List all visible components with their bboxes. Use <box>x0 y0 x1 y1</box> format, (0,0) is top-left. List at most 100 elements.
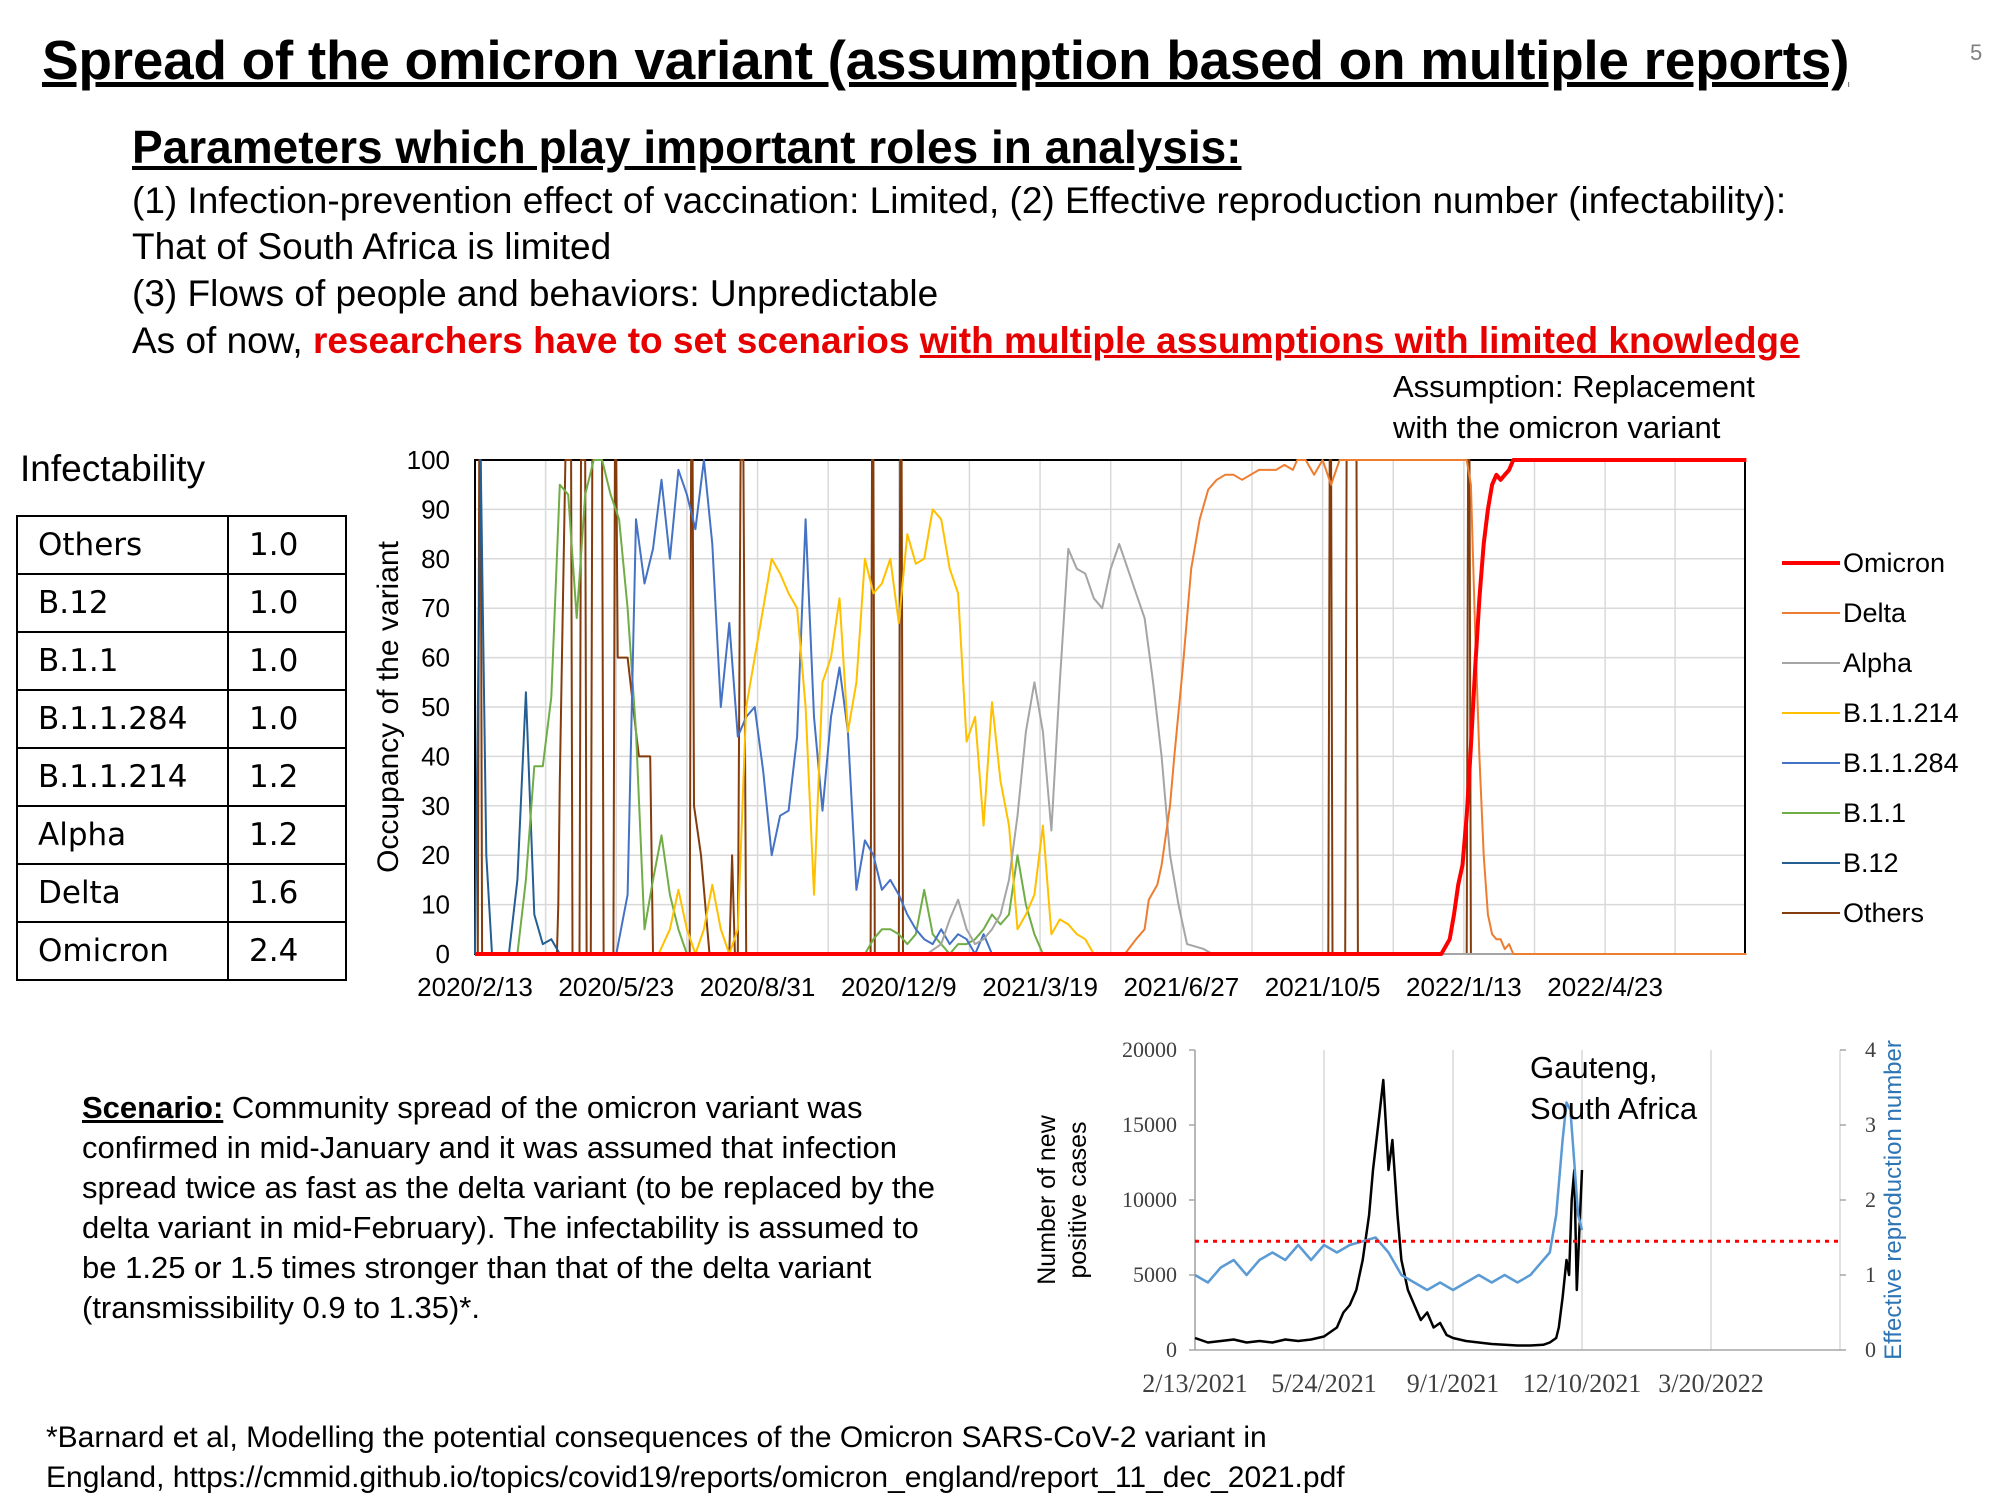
y2-tick-label: 2 <box>1865 1187 1876 1212</box>
y-axis-label-line-2: positive cases <box>1064 1121 1092 1278</box>
x-tick-label: 2020/2/13 <box>417 972 533 1002</box>
infectability-row: Delta 1.6 <box>16 863 347 923</box>
y-tick-label: 60 <box>421 643 450 673</box>
x-tick-label: 2021/3/19 <box>982 972 1098 1002</box>
y2-axis-label: Effective reproduction number <box>1880 1040 1907 1360</box>
legend-label: Alpha <box>1843 648 1913 678</box>
line-4-red-text: researchers have to set scenarios <box>313 320 920 361</box>
infectability-value-cell: 1.2 <box>227 805 347 865</box>
assumption-note: Assumption: Replacement with the omicron… <box>1393 366 1833 448</box>
series-line-b-1-1-214 <box>475 508 1747 955</box>
variant-name-cell: Others <box>16 515 229 575</box>
variant-name-cell: Alpha <box>16 805 229 865</box>
infectability-row: B.1.1.284 1.0 <box>16 689 347 749</box>
infectability-value-cell: 1.6 <box>227 863 347 923</box>
scenario-label: Scenario: <box>82 1090 224 1125</box>
parameters-line-2: That of South Africa is limited <box>132 226 612 267</box>
variant-name-cell: B.1.1 <box>16 631 229 691</box>
y-tick-label: 80 <box>421 544 450 574</box>
infectability-value-cell: 2.4 <box>227 921 347 981</box>
x-tick-label: 9/1/2021 <box>1407 1369 1499 1398</box>
parameters-line-1: (1) Infection-prevention effect of vacci… <box>132 180 1787 221</box>
x-tick-label: 2021/6/27 <box>1124 972 1240 1002</box>
y-tick-label: 15000 <box>1122 1112 1177 1137</box>
x-tick-label: 2020/8/31 <box>700 972 816 1002</box>
y-tick-label: 100 <box>407 445 450 475</box>
x-tick-label: 2020/5/23 <box>558 972 674 1002</box>
y2-tick-label: 1 <box>1865 1262 1876 1287</box>
x-tick-label: 2022/1/13 <box>1406 972 1522 1002</box>
infectability-row: Omicron 2.4 <box>16 921 347 981</box>
y-tick-label: 0 <box>1166 1337 1177 1362</box>
legend-label: B.1.1 <box>1843 798 1906 828</box>
line-4-prefix: As of now, <box>132 320 313 361</box>
footnote-line-2: England, https://cmmid.github.io/topics/… <box>46 1461 1345 1494</box>
y-tick-label: 5000 <box>1133 1262 1177 1287</box>
scenario-text: Scenario: Community spread of the omicro… <box>82 1088 942 1328</box>
footnote: *Barnard et al, Modelling the potential … <box>46 1418 1345 1498</box>
legend-label: B.12 <box>1843 848 1899 878</box>
line-4-red-underlined-text: with multiple assumptions with limited k… <box>919 320 1800 361</box>
variant-name-cell: Omicron <box>16 921 229 981</box>
page-number: 5 <box>1970 40 1983 65</box>
x-tick-label: 5/24/2021 <box>1271 1369 1376 1398</box>
y-tick-label: 20000 <box>1122 1037 1177 1062</box>
x-tick-label: 2020/12/9 <box>841 972 957 1002</box>
series-line-b-1-1-284 <box>475 459 1747 955</box>
infectability-row: Alpha 1.2 <box>16 805 347 865</box>
y-tick-label: 50 <box>421 692 450 722</box>
x-tick-label: 2/13/2021 <box>1142 1369 1247 1398</box>
y-tick-label: 90 <box>421 494 450 524</box>
parameters-heading: Parameters which play important roles in… <box>132 121 1242 173</box>
variant-name-cell: B.1.1.214 <box>16 747 229 807</box>
infectability-title: Infectability <box>20 448 206 489</box>
gauteng-cases-chart: 0 5000 10000 15000 20000 0 1 2 3 4 2/13/2021 5/24/2… <box>1033 1037 1907 1398</box>
reproduction-number-line <box>1194 1101 1584 1292</box>
y-tick-label: 70 <box>421 593 450 623</box>
y-tick-label: 20 <box>421 840 450 870</box>
x-tick-label: 2022/4/23 <box>1547 972 1663 1002</box>
series-line-delta <box>475 459 1747 955</box>
x-tick-label: 3/20/2022 <box>1658 1369 1763 1398</box>
infectability-row: B.12 1.0 <box>16 573 347 633</box>
variant-name-cell: Delta <box>16 863 229 923</box>
y-tick-label: 40 <box>421 741 450 771</box>
footnote-line-1: *Barnard et al, Modelling the potential … <box>46 1421 1267 1454</box>
chart-annotation-line-1: Gauteng, <box>1530 1050 1658 1085</box>
assumption-note-line-1: Assumption: Replacement <box>1393 369 1755 404</box>
infectability-row: B.1.1.214 1.2 <box>16 747 347 807</box>
legend-label: B.1.1.214 <box>1843 698 1959 728</box>
infectability-value-cell: 1.0 <box>227 573 347 633</box>
y-tick-label: 30 <box>421 791 450 821</box>
variant-name-cell: B.1.1.284 <box>16 689 229 749</box>
y2-tick-label: 3 <box>1865 1112 1876 1137</box>
legend-label: Omicron <box>1843 548 1945 578</box>
infectability-value-cell: 1.0 <box>227 515 347 575</box>
infectability-row: Others 1.0 <box>16 515 347 575</box>
y-tick-label: 10 <box>421 890 450 920</box>
y-axis-label-line-1: Number of new <box>1033 1114 1061 1284</box>
infectability-table: Others 1.0 B.12 1.0 B.1.1 1.0 B.1.1.284 1.0 B.1.… <box>16 515 347 981</box>
infectability-row: B.1.1 1.0 <box>16 631 347 691</box>
new-cases-line <box>1194 1078 1584 1347</box>
page-title: Spread of the omicron variant (assumptio… <box>42 29 1850 91</box>
y-tick-label: 10000 <box>1122 1187 1177 1212</box>
y2-tick-label: 4 <box>1865 1037 1876 1062</box>
infectability-value-cell: 1.0 <box>227 631 347 691</box>
variant-occupancy-chart: 0 10 20 30 40 50 60 70 80 90 100 2020/2/13 2020/5/23… <box>372 445 1959 1002</box>
parameters-line-4: As of now, researchers have to set scena… <box>132 320 1800 362</box>
y-axis-label: Occupancy of the variant <box>372 540 405 873</box>
legend-label: Others <box>1843 898 1924 928</box>
x-tick-label: 12/10/2021 <box>1523 1369 1641 1398</box>
legend-label: B.1.1.284 <box>1843 748 1959 778</box>
series-line-alpha <box>475 543 1747 955</box>
assumption-note-line-2: with the omicron variant <box>1393 410 1721 445</box>
x-tick-label: 2021/10/5 <box>1265 972 1381 1002</box>
variant-name-cell: B.12 <box>16 573 229 633</box>
series-line-omicron <box>475 458 1747 956</box>
infectability-value-cell: 1.2 <box>227 747 347 807</box>
y2-tick-label: 0 <box>1865 1337 1876 1362</box>
parameters-line-3: (3) Flows of people and behaviors: Unpre… <box>132 273 939 314</box>
series-line-b-12 <box>474 459 1747 955</box>
chart-annotation-line-2: South Africa <box>1530 1091 1698 1126</box>
